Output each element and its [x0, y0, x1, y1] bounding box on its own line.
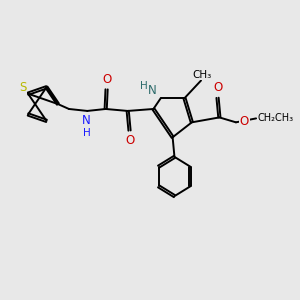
Text: H: H [140, 81, 148, 92]
Text: O: O [240, 115, 249, 128]
Text: O: O [213, 82, 222, 94]
Text: O: O [125, 134, 134, 147]
Text: H: H [82, 128, 90, 137]
Text: O: O [102, 73, 111, 86]
Text: CH₃: CH₃ [192, 70, 212, 80]
Text: S: S [19, 81, 26, 94]
Text: N: N [82, 114, 91, 127]
Text: CH₂CH₃: CH₂CH₃ [258, 113, 294, 123]
Text: N: N [148, 84, 157, 97]
